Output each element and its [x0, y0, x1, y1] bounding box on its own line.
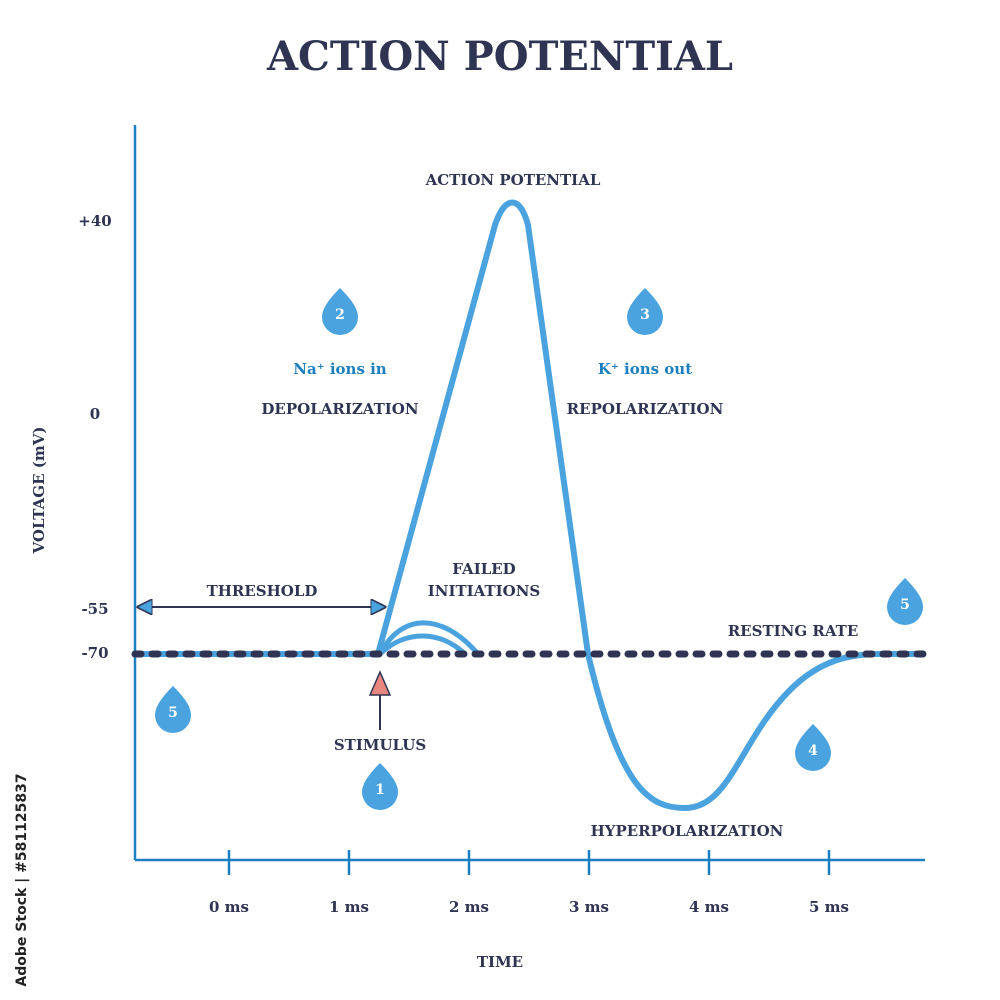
marker-pin: [155, 686, 191, 733]
x-tick-label: 3 ms: [569, 898, 609, 916]
marker-number: 5: [900, 597, 910, 613]
y-tick-label: 0: [90, 405, 100, 423]
marker-number: 1: [375, 782, 385, 798]
x-tick-marks: [227, 850, 831, 875]
markers: 1 2 3 4 5 5: [155, 288, 923, 810]
k-ions-label: K⁺ ions out: [598, 360, 692, 378]
hyperpolarization-label: HYPERPOLARIZATION: [591, 822, 784, 840]
marker-pin: [627, 288, 663, 335]
failed-initiations-label: INITIATIONS: [428, 582, 541, 600]
title: ACTION POTENTIAL: [266, 33, 733, 80]
marker-pin: [795, 724, 831, 771]
x-tick-label: 2 ms: [449, 898, 489, 916]
y-axis-label: VOLTAGE (mV): [30, 427, 48, 555]
na-ions-label: Na⁺ ions in: [293, 360, 387, 378]
marker-pin: [362, 763, 398, 810]
x-tick-label: 1 ms: [329, 898, 369, 916]
repolarization-label: REPOLARIZATION: [567, 400, 724, 418]
resting-rate-label: RESTING RATE: [728, 622, 859, 640]
threshold-label: THRESHOLD: [207, 582, 318, 600]
x-tick-label: 0 ms: [209, 898, 249, 916]
x-tick-label: 4 ms: [689, 898, 729, 916]
failed-initiation-curve: [378, 633, 467, 656]
stimulus-label: STIMULUS: [334, 736, 426, 754]
stimulus-arrow-head: [368, 670, 392, 696]
depolarization-label: DEPOLARIZATION: [261, 400, 418, 418]
marker-number: 5: [168, 705, 178, 721]
y-tick-label: -55: [81, 600, 108, 618]
x-tick-label: 5 ms: [809, 898, 849, 916]
failed-initiation-curve: [377, 620, 480, 656]
failed-initiations-label: FAILED: [452, 560, 515, 578]
marker-pin: [887, 578, 923, 625]
marker-pin: [322, 288, 358, 335]
marker-number: 2: [335, 307, 345, 323]
watermark: Adobe Stock | #581125837: [14, 773, 30, 986]
y-tick-label: +40: [78, 212, 111, 230]
marker-number: 3: [640, 307, 650, 323]
marker-number: 4: [808, 743, 818, 759]
action-potential-curve: [135, 199, 925, 811]
x-axis-label: TIME: [477, 953, 523, 971]
y-tick-label: -70: [81, 644, 108, 662]
peak-label: ACTION POTENTIAL: [425, 171, 601, 189]
